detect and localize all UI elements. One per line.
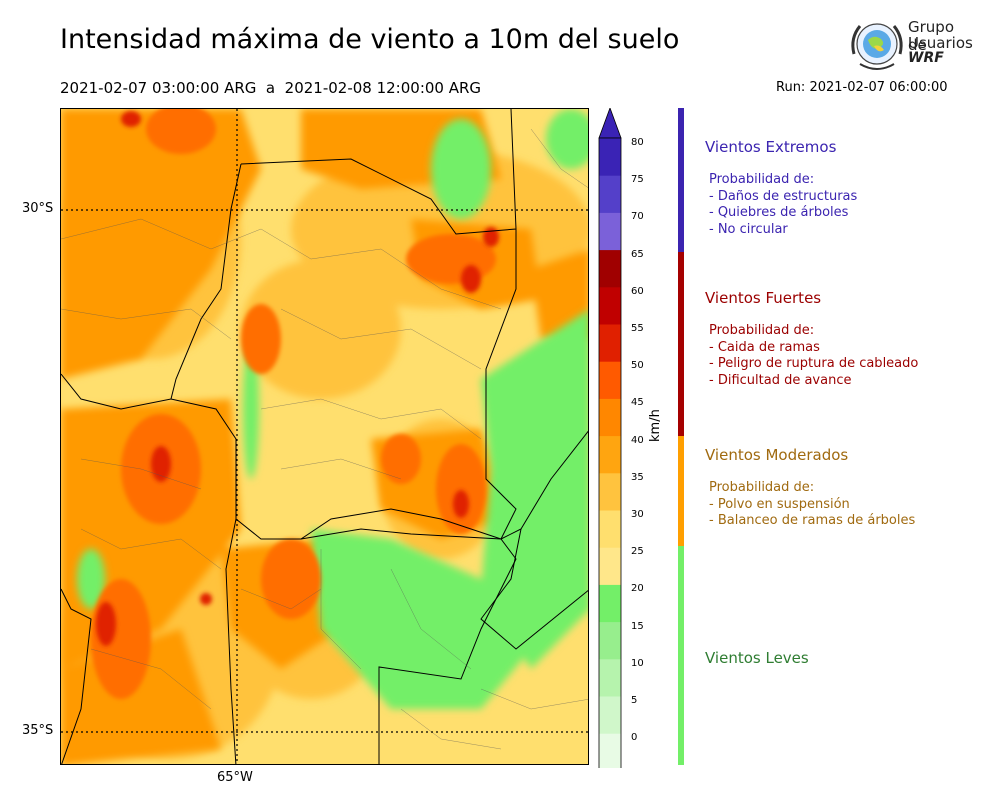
run-time: Run: 2021-02-07 06:00:00	[776, 80, 948, 95]
category-description-line: Probabilidad de:	[709, 172, 815, 187]
category-description: Probabilidad de: - Caida de ramas - Peligr…	[709, 323, 918, 389]
category-description: Probabilidad de: - Daños de estructuras - …	[709, 172, 857, 238]
colorbar-segment	[599, 286, 621, 325]
colorbar-tick-label: 10	[631, 657, 644, 669]
colorbar-tick-label: 15	[631, 620, 644, 632]
colorbar-tick-label: 20	[631, 583, 644, 595]
category-description-line: Probabilidad de:	[709, 480, 815, 495]
colorbar-segment	[599, 175, 621, 213]
category-title: Vientos Extremos	[705, 138, 837, 156]
colorbar-segment	[599, 249, 621, 288]
field-peak	[96, 111, 499, 646]
category-description-line: Probabilidad de:	[709, 323, 815, 338]
colorbar-segment	[599, 658, 621, 697]
colorbar-extend-max	[598, 106, 622, 139]
category-description: Probabilidad de: - Polvo en suspensión - B…	[709, 480, 915, 530]
lat-label-35s: 35°S	[22, 723, 54, 738]
lon-label-65w: 65°W	[217, 770, 253, 785]
category-description-line: - Caida de ramas	[709, 339, 820, 355]
category-description-line: - Balanceo de ramas de árboles	[709, 513, 916, 528]
colorbar-tick-label: 65	[631, 248, 644, 260]
logo-line-3: WRF	[908, 50, 944, 66]
wind-field	[61, 109, 588, 764]
category-title: Vientos Leves	[705, 649, 809, 667]
colorbar-scale	[598, 106, 622, 800]
category-bar	[678, 108, 684, 252]
category-description-line: - Peligro de ruptura de cableado	[709, 356, 919, 371]
category-bar	[678, 252, 684, 436]
lat-label-30s: 30°S	[22, 201, 54, 216]
colorbar-tick-label: 70	[631, 211, 644, 223]
colorbar-tick-label: 40	[631, 434, 644, 446]
logo-line-1: Grupo de	[908, 18, 954, 54]
colorbar-segment	[599, 510, 621, 548]
category-bar	[678, 436, 684, 546]
colorbar-tick-label: 0	[631, 732, 638, 744]
category-description-line: - Quiebres de árboles	[709, 205, 849, 220]
colorbar-segment	[599, 138, 621, 176]
category-description-line: - No circular	[709, 221, 788, 237]
department-borders	[61, 128, 588, 750]
graticule	[61, 109, 588, 764]
page-title: Intensidad máxima de viento a 10m del su…	[60, 24, 680, 55]
colorbar-tick-label: 45	[631, 397, 644, 409]
colorbar-tick-label: 35	[631, 471, 644, 483]
colorbar-segment	[599, 472, 621, 511]
colorbar	[598, 106, 622, 800]
colorbar-segment	[599, 584, 621, 623]
wind-map	[60, 108, 589, 765]
category-description-line: - Daños de estructuras	[709, 188, 858, 204]
colorbar-tick-label: 55	[631, 323, 644, 334]
category-title: Vientos Fuertes	[705, 289, 822, 307]
colorbar-tick-label: 80	[631, 137, 644, 148]
colorbar-segment	[599, 212, 621, 251]
colorbar-segment	[599, 435, 621, 474]
colorbar-tick-label: 60	[631, 285, 644, 297]
colorbar-unit: km/h	[648, 409, 663, 442]
colorbar-segment	[599, 361, 621, 399]
forecast-period: 2021-02-07 03:00:00 ARG a 2021-02-08 12:…	[60, 79, 482, 97]
colorbar-segment	[599, 733, 621, 771]
logo: Grupo de Usuarios WRF	[848, 18, 973, 72]
colorbar-tick-label: 30	[631, 509, 644, 520]
field-leve	[77, 109, 588, 709]
globe-logo-icon	[851, 23, 903, 70]
colorbar-tick-label: 75	[631, 174, 644, 186]
colorbar-tick-label: 25	[631, 546, 644, 558]
category-title: Vientos Moderados	[705, 446, 849, 464]
category-description-line: - Polvo en suspensión	[709, 496, 850, 512]
colorbar-tick-label: 50	[631, 360, 644, 372]
colorbar-segment	[599, 324, 621, 362]
colorbar-segment	[599, 696, 621, 734]
colorbar-segment	[599, 621, 621, 660]
category-description-line: - Dificultad de avance	[709, 372, 852, 388]
colorbar-segment	[599, 398, 621, 437]
province-borders	[61, 109, 588, 764]
colorbar-segment	[599, 547, 621, 585]
colorbar-tick-label: 5	[631, 695, 638, 706]
category-bar	[678, 546, 684, 765]
logo-line-2: Usuarios	[908, 34, 973, 52]
